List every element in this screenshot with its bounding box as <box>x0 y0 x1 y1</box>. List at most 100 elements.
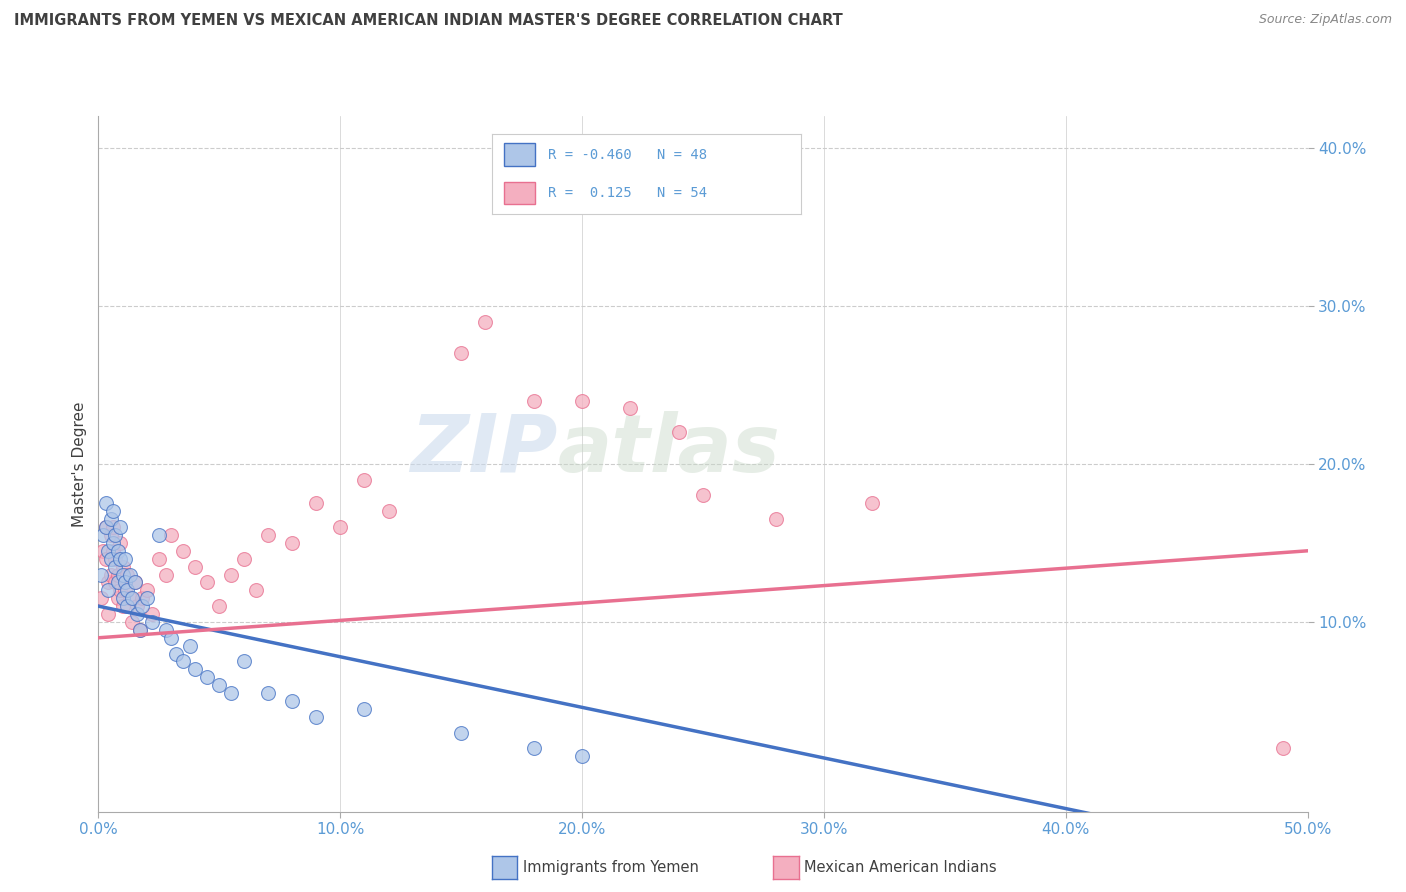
Text: IMMIGRANTS FROM YEMEN VS MEXICAN AMERICAN INDIAN MASTER'S DEGREE CORRELATION CHA: IMMIGRANTS FROM YEMEN VS MEXICAN AMERICA… <box>14 13 842 29</box>
Point <box>94 520 117 534</box>
Point <box>97 543 120 558</box>
Point <box>619 401 641 416</box>
Point <box>94 551 117 566</box>
Point <box>245 583 267 598</box>
Point <box>184 559 207 574</box>
Point <box>208 599 231 614</box>
Point <box>523 393 546 408</box>
Point <box>111 567 134 582</box>
Text: ZIP: ZIP <box>411 411 558 489</box>
Point <box>101 504 124 518</box>
Point <box>256 686 278 700</box>
Point <box>692 488 714 502</box>
Point <box>121 615 143 629</box>
Point <box>221 567 243 582</box>
Point <box>118 591 141 606</box>
Point <box>97 575 120 590</box>
Point <box>474 314 496 328</box>
Point <box>91 528 114 542</box>
Point <box>108 520 131 534</box>
Point <box>121 591 143 606</box>
Point <box>571 393 593 408</box>
Point <box>256 528 278 542</box>
Text: R =  0.125   N = 54: R = 0.125 N = 54 <box>548 186 707 200</box>
Point <box>111 599 134 614</box>
Text: atlas: atlas <box>558 411 780 489</box>
Point <box>124 575 146 590</box>
Point <box>111 591 134 606</box>
Point <box>450 725 472 739</box>
Point <box>101 536 124 550</box>
Bar <box>505 182 536 204</box>
Point <box>232 655 254 669</box>
Point <box>91 543 114 558</box>
Point <box>160 528 183 542</box>
Point <box>104 559 127 574</box>
Point <box>107 575 129 590</box>
Point <box>107 567 129 582</box>
Point <box>128 623 150 637</box>
Point <box>108 583 131 598</box>
Point <box>155 623 177 637</box>
Point <box>114 551 136 566</box>
Point <box>305 496 328 510</box>
Point <box>353 473 375 487</box>
Point <box>281 694 304 708</box>
Point <box>100 551 122 566</box>
Point <box>118 567 141 582</box>
Point <box>668 425 690 440</box>
Point <box>131 599 153 614</box>
Point <box>94 496 117 510</box>
Point <box>160 631 183 645</box>
Point <box>117 567 139 582</box>
Point <box>860 496 883 510</box>
Point <box>172 655 194 669</box>
Point <box>131 591 153 606</box>
Point <box>104 551 127 566</box>
Point <box>108 536 131 550</box>
Point <box>124 575 146 590</box>
Point <box>114 583 136 598</box>
Point <box>450 346 472 360</box>
Point <box>127 599 149 614</box>
Point <box>195 575 218 590</box>
Point <box>141 607 163 621</box>
Point <box>114 575 136 590</box>
Point <box>172 543 194 558</box>
Point <box>128 623 150 637</box>
Point <box>571 749 593 764</box>
Point <box>155 567 177 582</box>
Point <box>141 615 163 629</box>
Text: Source: ZipAtlas.com: Source: ZipAtlas.com <box>1258 13 1392 27</box>
Point <box>104 528 127 542</box>
Point <box>101 543 124 558</box>
Point <box>195 670 218 684</box>
Point <box>117 583 139 598</box>
Point <box>97 583 120 598</box>
Text: Mexican American Indians: Mexican American Indians <box>804 861 997 875</box>
Point <box>765 512 787 526</box>
Point <box>184 662 207 676</box>
Point <box>104 575 127 590</box>
Point <box>232 551 254 566</box>
Point <box>208 678 231 692</box>
Point <box>353 702 375 716</box>
Y-axis label: Master's Degree: Master's Degree <box>72 401 87 526</box>
Point <box>90 591 112 606</box>
Point <box>377 504 399 518</box>
Point <box>97 607 120 621</box>
Point <box>94 520 117 534</box>
Text: R = -0.460   N = 48: R = -0.460 N = 48 <box>548 148 707 161</box>
Point <box>100 528 122 542</box>
Point <box>111 559 134 574</box>
Text: Immigrants from Yemen: Immigrants from Yemen <box>523 861 699 875</box>
Point <box>127 607 149 621</box>
Point <box>523 741 546 756</box>
Point <box>135 583 157 598</box>
Point <box>281 536 304 550</box>
Point <box>107 543 129 558</box>
Bar <box>505 144 536 166</box>
Point <box>148 528 170 542</box>
Point <box>165 647 187 661</box>
Point <box>117 599 139 614</box>
